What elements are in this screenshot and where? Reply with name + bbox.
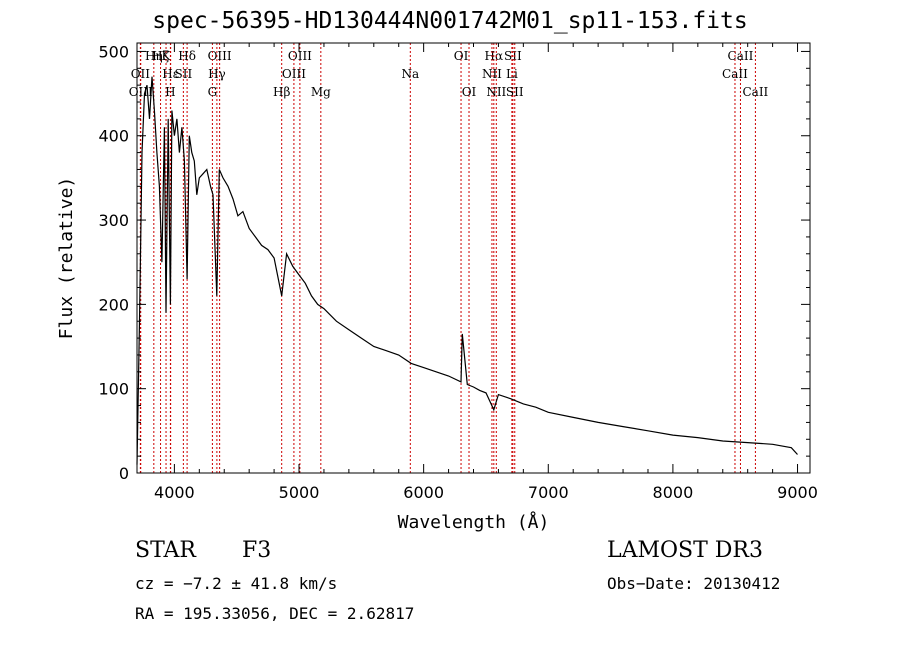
obs-date-text: Obs−Date: 20130412 — [607, 574, 781, 593]
line-label-26: CaII — [722, 67, 748, 81]
x-tick-label: 9000 — [777, 483, 818, 502]
line-label-21: NII — [486, 85, 506, 99]
line-label-4: K — [162, 49, 172, 63]
line-label-13: OIII — [288, 49, 312, 63]
line-label-27: CaII — [742, 85, 768, 99]
x-axis-label: Wavelength (Å) — [398, 511, 550, 533]
line-label-19: Hα — [485, 49, 504, 63]
line-label-18: OI — [462, 85, 477, 99]
x-tick-label: 6000 — [403, 483, 444, 502]
object-class: STAR — [135, 538, 196, 563]
redshift-text: cz = −7.2 ± 41.8 km/s — [135, 574, 338, 593]
line-label-2: OIII — [129, 85, 153, 99]
x-tick-label: 7000 — [528, 483, 569, 502]
line-label-7: SII — [175, 67, 193, 81]
line-label-8: Hδ — [178, 49, 196, 63]
y-tick-label: 300 — [98, 211, 129, 230]
plot-frame — [136, 42, 811, 474]
line-label-9: OIII — [208, 49, 232, 63]
x-tick-label: 4000 — [154, 483, 195, 502]
coordinates-text: RA = 195.33056, DEC = 2.62817 — [135, 604, 415, 623]
line-label-10: Hγ — [208, 67, 226, 81]
line-label-0: Hη — [145, 49, 163, 63]
line-label-16: Na — [401, 67, 419, 81]
y-axis-label: Flux (relative) — [56, 177, 77, 340]
line-label-23: Li — [506, 67, 518, 81]
spectrum-line — [136, 76, 798, 465]
line-label-15: Mg — [311, 85, 331, 99]
object-subclass: F3 — [242, 538, 272, 563]
line-label-11: G — [208, 85, 218, 99]
line-label-22: SII — [504, 49, 522, 63]
y-tick-label: 200 — [98, 295, 129, 314]
y-tick-label: 0 — [119, 464, 129, 483]
y-tick-label: 400 — [98, 127, 129, 146]
line-label-14: OIII — [282, 67, 306, 81]
x-tick-label: 8000 — [653, 483, 694, 502]
x-tick-label: 5000 — [279, 483, 320, 502]
line-label-12: Hβ — [273, 85, 290, 99]
line-label-6: Hε — [162, 67, 179, 81]
chart-title: spec-56395-HD130444N001742M01_sp11-153.f… — [152, 8, 748, 34]
line-label-25: CaII — [728, 49, 754, 63]
line-label-1: OII — [131, 67, 151, 81]
line-label-20: NII — [482, 67, 502, 81]
line-label-3: Hζ — [152, 49, 169, 63]
line-label-17: OI — [454, 49, 469, 63]
y-tick-label: 500 — [98, 42, 129, 61]
survey-name: LAMOST DR3 — [607, 538, 763, 563]
y-tick-label: 100 — [98, 380, 129, 399]
line-label-24: SII — [506, 85, 524, 99]
